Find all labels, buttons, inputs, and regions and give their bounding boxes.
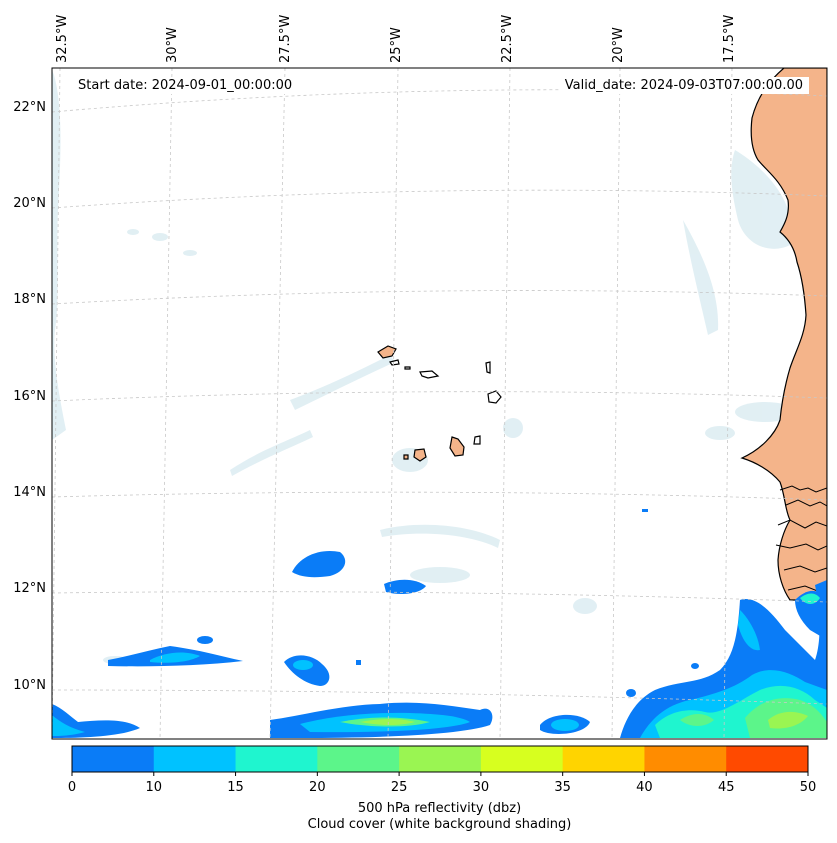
colorbar-label: 500 hPa reflectivity (dbz) — [357, 801, 522, 816]
colorbar-swatch — [480, 746, 564, 772]
map-panel — [52, 68, 827, 739]
colorbar-swatch — [562, 746, 645, 772]
cape-verde-islands — [377, 345, 502, 462]
graticule — [52, 68, 827, 739]
lat-label: 22°N — [13, 100, 46, 115]
colorbar-ticks: 0 10 15 20 25 30 35 40 45 50 — [68, 772, 816, 795]
colorbar-frame — [71, 745, 809, 773]
lat-label: 10°N — [13, 678, 46, 693]
lon-label: 27.5°W — [278, 15, 293, 63]
valid-date-label: Valid_date: 2024-09-03T07:00:00.00 — [558, 77, 809, 94]
colorbar-swatch — [317, 746, 400, 772]
start-date-label: Start date: 2024-09-01_00:00:00 — [72, 77, 299, 94]
colorbar-tick-label: 20 — [309, 780, 326, 795]
lon-label: 30°W — [165, 27, 180, 63]
colorbar-swatches — [72, 746, 809, 772]
colorbar-swatch — [72, 746, 155, 772]
lon-label: 22.5°W — [500, 15, 515, 63]
lat-label: 18°N — [13, 292, 46, 307]
colorbar-swatch — [235, 746, 318, 772]
lat-label: 16°N — [13, 389, 46, 404]
colorbar-tick-label: 15 — [227, 780, 244, 795]
lon-label: 20°W — [611, 27, 626, 63]
colorbar-title: 500 hPa reflectivity (dbz) Cloud cover (… — [52, 801, 827, 833]
colorbar-tick-label: 25 — [391, 780, 408, 795]
longitude-labels: 32.5°W 30°W 27.5°W 25°W 22.5°W 20°W 17.5… — [55, 15, 737, 63]
lon-label: 25°W — [389, 27, 404, 63]
colorbar: 0 10 15 20 25 30 35 40 45 50 — [68, 745, 816, 795]
map-frame — [51, 67, 828, 740]
lat-label: 12°N — [13, 581, 46, 596]
colorbar-tick-label: 0 — [68, 780, 76, 795]
colorbar-tick-label: 30 — [473, 780, 490, 795]
colorbar-tick-label: 45 — [718, 780, 735, 795]
colorbar-sublabel: Cloud cover (white background shading) — [307, 817, 572, 832]
colorbar-tick-label: 35 — [554, 780, 571, 795]
colorbar-swatch — [644, 746, 727, 772]
coastline-detail — [775, 485, 827, 593]
colorbar-swatch — [153, 746, 237, 772]
lon-label: 17.5°W — [722, 15, 737, 63]
lat-label: 14°N — [13, 485, 46, 500]
colorbar-swatch — [399, 746, 482, 772]
lon-label: 32.5°W — [55, 15, 70, 63]
colorbar-tick-label: 10 — [146, 780, 163, 795]
reflectivity-shading — [52, 509, 827, 738]
lat-label: 20°N — [13, 196, 46, 211]
colorbar-swatch — [726, 746, 809, 772]
latitude-labels: 22°N 20°N 18°N 16°N 14°N 12°N 10°N — [13, 100, 46, 693]
colorbar-tick-label: 50 — [800, 780, 817, 795]
colorbar-tick-label: 40 — [636, 780, 653, 795]
